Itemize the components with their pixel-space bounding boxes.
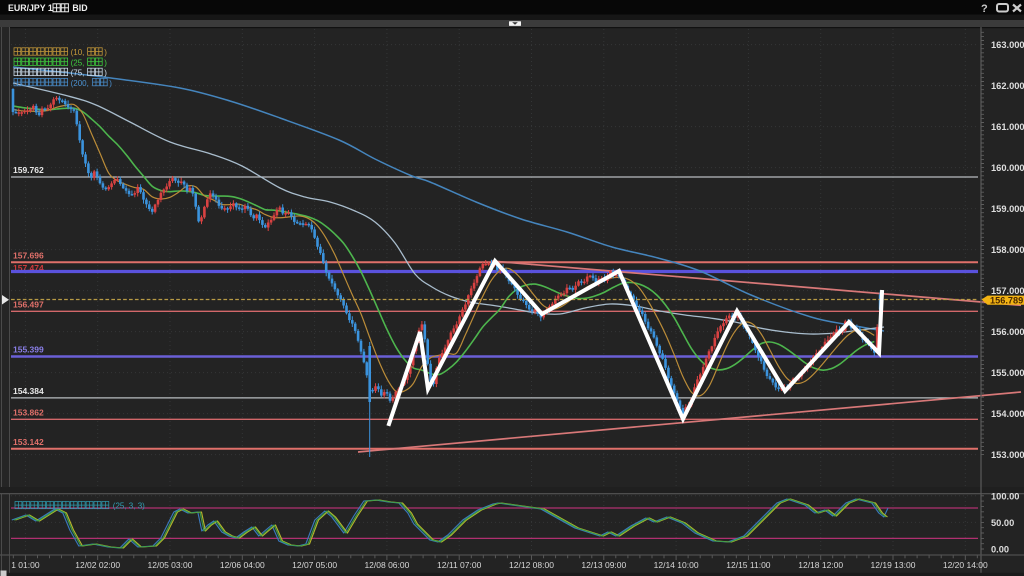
svg-text:163.000: 163.000 [991,40,1024,50]
svg-text:12/11 07:00: 12/11 07:00 [437,560,482,570]
svg-text:161.000: 161.000 [991,122,1024,132]
svg-text:(25,: (25, [71,58,85,67]
svg-text:12/18 12:00: 12/18 12:00 [798,560,843,570]
svg-text:(25, 3, 3): (25, 3, 3) [113,501,145,510]
svg-text:12/05 03:00: 12/05 03:00 [148,560,193,570]
svg-text:155.000: 155.000 [991,368,1024,378]
svg-text:12/20 14:00: 12/20 14:00 [943,560,988,570]
svg-text:): ) [109,79,112,88]
svg-text:162.000: 162.000 [991,81,1024,91]
svg-text:156.789: 156.789 [990,295,1023,305]
svg-text:160.000: 160.000 [991,163,1024,173]
svg-text:155.399: 155.399 [13,345,44,355]
svg-text:): ) [104,58,107,67]
svg-text:(200,: (200, [71,79,89,88]
svg-text:154.384: 154.384 [13,386,44,396]
svg-text:EUR/JPY 1: EUR/JPY 1 [8,3,53,13]
svg-text:BID: BID [72,3,87,13]
svg-text:12/08 06:00: 12/08 06:00 [364,560,409,570]
svg-text:153.862: 153.862 [13,407,44,417]
svg-text:12/13 09:00: 12/13 09:00 [581,560,626,570]
svg-text:158.000: 158.000 [991,245,1024,255]
svg-text:0.00: 0.00 [991,545,1009,555]
svg-text:159.000: 159.000 [991,204,1024,214]
svg-text:12/12 08:00: 12/12 08:00 [509,560,554,570]
svg-text:): ) [104,48,107,57]
svg-text:156.497: 156.497 [13,299,44,309]
svg-text:154.000: 154.000 [991,409,1024,419]
svg-text:?: ? [981,3,988,15]
svg-text:157.000: 157.000 [991,286,1024,296]
svg-text:(75,: (75, [71,69,85,78]
svg-text:159.762: 159.762 [13,165,44,175]
svg-text:157.696: 157.696 [13,250,44,260]
svg-text:157.474: 157.474 [13,263,44,273]
svg-text:12/15 11:00: 12/15 11:00 [726,560,771,570]
svg-text:12/02 02:00: 12/02 02:00 [75,560,120,570]
svg-text:12/14 10:00: 12/14 10:00 [654,560,699,570]
svg-text:12/07 05:00: 12/07 05:00 [292,560,337,570]
svg-text:12/19 13:00: 12/19 13:00 [871,560,916,570]
svg-text:12/06 04:00: 12/06 04:00 [220,560,265,570]
svg-text:153.142: 153.142 [13,437,44,447]
svg-text:(10,: (10, [71,48,85,57]
svg-text:50.00: 50.00 [991,518,1014,528]
svg-text:1 01:00: 1 01:00 [11,560,40,570]
svg-text:): ) [104,69,107,78]
svg-text:153.000: 153.000 [991,450,1024,460]
svg-text:156.000: 156.000 [991,327,1024,337]
svg-text:100.00: 100.00 [991,491,1019,501]
